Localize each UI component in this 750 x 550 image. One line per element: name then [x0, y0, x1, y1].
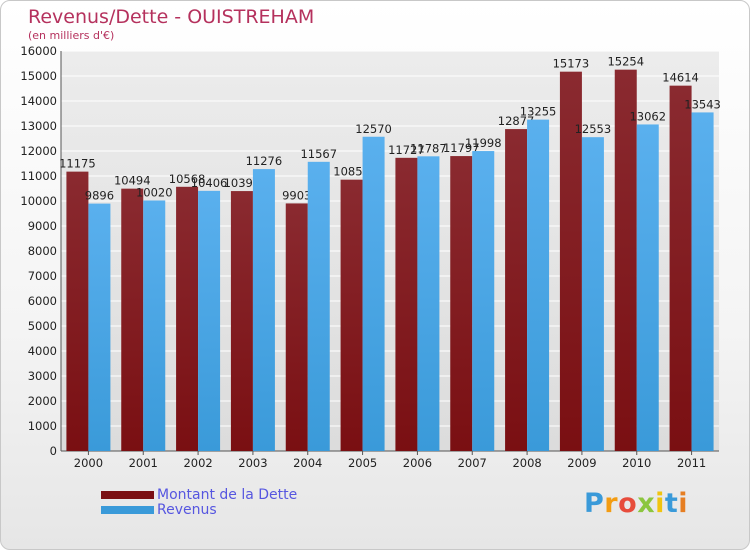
x-tick-label: 2002 [183, 456, 212, 470]
y-tick-label: 14000 [20, 94, 57, 108]
legend-swatch-revenue [101, 505, 154, 514]
bar-debt [505, 129, 528, 451]
data-label-revenue: 10020 [136, 186, 173, 200]
data-label-debt: 12877 [498, 114, 535, 128]
data-label-debt: 11727 [388, 143, 425, 157]
x-tick-label: 2009 [567, 456, 596, 470]
legend-label-debt: Montant de la Dette [157, 486, 298, 503]
data-label-revenue: 11276 [246, 154, 283, 168]
x-tick-label: 2006 [403, 456, 432, 470]
x-tick-label: 2010 [622, 456, 651, 470]
y-tick-label: 1000 [28, 419, 57, 433]
legend-item-debt: Montant de la Dette [101, 486, 298, 503]
x-tick-label: 2004 [293, 456, 322, 470]
bar-debt [340, 179, 363, 452]
logo-letter: r [604, 488, 619, 519]
data-label-debt: 11175 [59, 157, 96, 171]
y-tick-label: 11000 [20, 169, 57, 183]
y-tick-label: 10000 [20, 194, 57, 208]
data-label-debt: 14614 [662, 71, 699, 85]
bar-debt [614, 69, 637, 452]
x-tick-label: 2000 [74, 456, 103, 470]
y-tick-label: 6000 [28, 294, 57, 308]
bar-revenue [307, 161, 330, 451]
data-label-revenue: 12570 [355, 122, 392, 136]
y-tick-label: 2000 [28, 394, 57, 408]
proxiti-logo: Proxiti [584, 488, 688, 519]
bar-revenue [198, 190, 221, 451]
data-label-revenue: 13062 [629, 109, 666, 123]
y-tick-label: 7000 [28, 269, 57, 283]
bar-debt [66, 171, 89, 451]
bar-revenue [88, 203, 111, 451]
y-tick-label: 13000 [20, 119, 57, 133]
y-tick-label: 15000 [20, 69, 57, 83]
bar-revenue [636, 124, 659, 451]
bar-revenue [362, 136, 385, 451]
logo-letter: i [678, 488, 689, 519]
data-label-debt: 15173 [553, 57, 590, 71]
y-tick-label: 0 [50, 444, 57, 458]
data-label-debt: 10494 [114, 174, 151, 188]
legend-label-revenue: Revenus [157, 501, 217, 518]
data-label-debt: 15254 [607, 55, 644, 69]
logo-letter: o [618, 488, 638, 519]
bar-debt [669, 85, 692, 452]
data-label-revenue: 10406 [191, 176, 228, 190]
logo-letter: t [664, 488, 679, 519]
y-tick-label: 4000 [28, 344, 57, 358]
data-label-revenue: 11567 [300, 147, 337, 161]
y-tick-label: 3000 [28, 369, 57, 383]
data-label-debt: 9903 [282, 188, 311, 202]
logo-letter: P [584, 488, 605, 519]
bar-debt [395, 157, 418, 451]
bar-debt [559, 71, 582, 452]
logo-letter: x [637, 488, 656, 519]
data-label-debt: 10568 [169, 172, 206, 186]
logo-letter: i [655, 488, 665, 519]
bar-debt [176, 186, 199, 452]
y-tick-label: 9000 [28, 219, 57, 233]
data-label-debt: 10397 [224, 176, 261, 190]
legend-item-revenue: Revenus [101, 501, 297, 518]
data-label-debt: 10853 [333, 165, 370, 179]
data-label-revenue: 12553 [575, 122, 612, 136]
bar-debt [230, 191, 253, 451]
bar-revenue [143, 200, 166, 451]
bar-revenue [581, 137, 604, 452]
x-tick-label: 2007 [458, 456, 487, 470]
legend: Montant de la Dette Revenus [101, 486, 298, 518]
bar-debt [121, 188, 144, 451]
x-tick-label: 2008 [512, 456, 541, 470]
x-tick-label: 2011 [677, 456, 706, 470]
y-tick-label: 16000 [20, 44, 57, 58]
data-label-revenue: 13255 [520, 105, 557, 119]
x-tick-label: 2005 [348, 456, 377, 470]
y-tick-label: 12000 [20, 144, 57, 158]
chart-title: Revenus/Dette - OUISTREHAM [28, 6, 315, 28]
data-label-revenue: 13543 [684, 97, 721, 111]
data-label-revenue: 9896 [85, 189, 114, 203]
bar-revenue [527, 119, 550, 451]
bar-revenue [472, 151, 495, 452]
bar-revenue [252, 169, 275, 451]
bar-debt [285, 203, 308, 451]
bar-revenue [691, 112, 714, 452]
y-tick-label: 5000 [28, 319, 57, 333]
x-tick-label: 2001 [129, 456, 158, 470]
data-label-debt: 11797 [443, 141, 480, 155]
y-tick-label: 8000 [28, 244, 57, 258]
bar-debt [450, 156, 473, 451]
data-label-revenue: 11787 [410, 141, 447, 155]
legend-swatch-debt [101, 490, 154, 499]
bar-revenue [417, 156, 440, 451]
chart-subtitle: (en milliers d'€) [28, 29, 115, 42]
x-tick-label: 2003 [238, 456, 267, 470]
data-label-revenue: 11998 [465, 136, 502, 150]
